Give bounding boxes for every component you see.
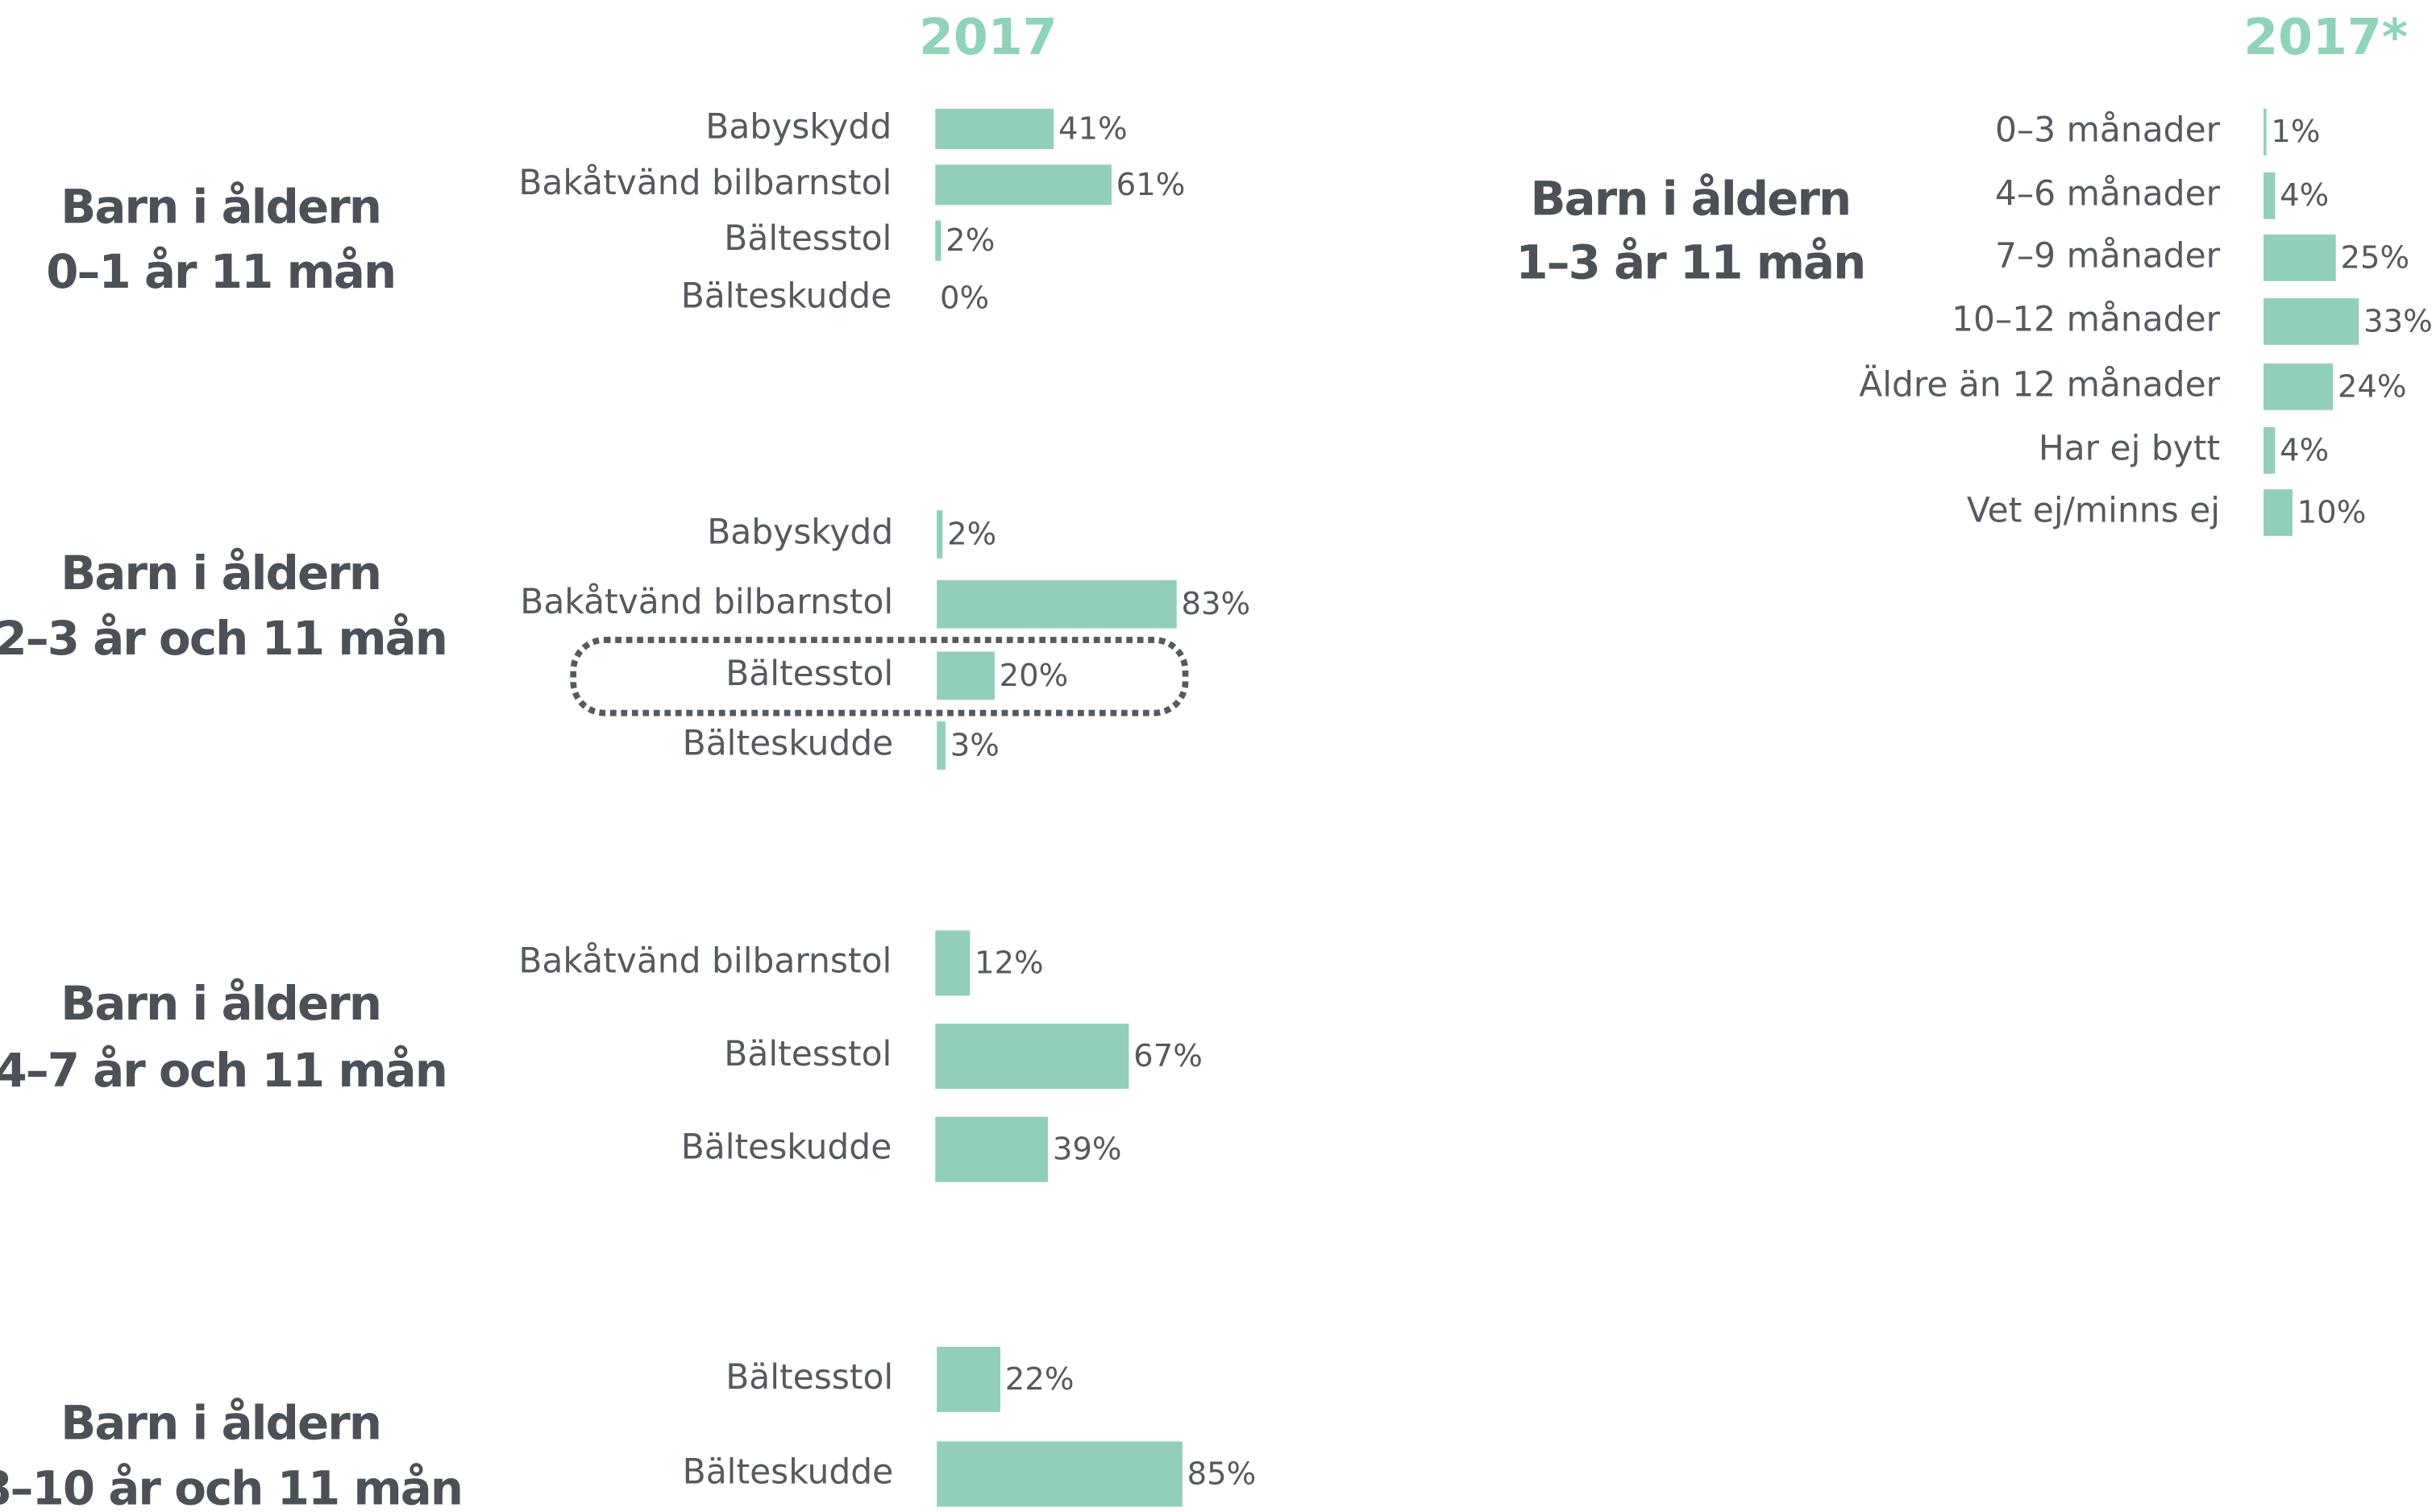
category-label: Vet ej/minns ej bbox=[1967, 490, 2220, 530]
value-label: 20% bbox=[1000, 658, 1069, 694]
value-label: 22% bbox=[1005, 1361, 1075, 1398]
column-header: 2017* bbox=[2243, 8, 2408, 66]
bar bbox=[937, 510, 943, 559]
category-label: Babyskydd bbox=[707, 512, 893, 551]
value-label: 4% bbox=[2280, 177, 2329, 214]
value-label: 25% bbox=[2340, 239, 2409, 276]
column-header: 2017 bbox=[919, 8, 1058, 66]
group-title: 0–1 år 11 mån bbox=[46, 244, 395, 299]
value-label: 39% bbox=[1053, 1132, 1122, 1168]
bar bbox=[935, 930, 971, 996]
value-label: 4% bbox=[2280, 432, 2329, 468]
value-label: 3% bbox=[950, 728, 1000, 764]
category-label: 4–6 månader bbox=[1995, 173, 2221, 213]
value-label: 83% bbox=[1181, 586, 1250, 622]
category-label: Bälteskudde bbox=[681, 1128, 892, 1167]
group-title: 4–7 år och 11 mån bbox=[0, 1043, 447, 1098]
value-label: 2% bbox=[946, 222, 995, 259]
bar bbox=[935, 108, 1054, 150]
value-label: 67% bbox=[1133, 1038, 1203, 1074]
value-label: 85% bbox=[1187, 1456, 1257, 1492]
group-title: 8–10 år och 11 mån bbox=[0, 1460, 462, 1512]
value-label: 0% bbox=[940, 280, 989, 316]
group-title: Barn i åldern bbox=[60, 1395, 380, 1450]
bar bbox=[937, 1441, 1183, 1507]
category-label: Bakåtvänd bilbarnstol bbox=[520, 582, 893, 621]
value-label: 33% bbox=[2363, 303, 2433, 339]
value-label: 61% bbox=[1116, 167, 1186, 203]
value-label: 1% bbox=[2271, 114, 2320, 150]
bar bbox=[2263, 426, 2276, 474]
bar bbox=[2263, 235, 2336, 281]
bar bbox=[2263, 489, 2293, 536]
group-title: 2–3 år och 11 mån bbox=[0, 611, 447, 666]
group-title: 1–3 år 11 mån bbox=[1515, 235, 1864, 290]
bar bbox=[937, 651, 995, 700]
bar bbox=[2263, 298, 2359, 345]
value-label: 2% bbox=[947, 516, 996, 552]
bar bbox=[2263, 108, 2267, 156]
bar bbox=[935, 1116, 1049, 1182]
category-label: Bälteskudde bbox=[683, 724, 894, 763]
category-label: 7–9 månader bbox=[1995, 235, 2221, 275]
category-label: Babyskydd bbox=[705, 106, 892, 146]
bar bbox=[935, 220, 942, 261]
group-title: Barn i åldern bbox=[60, 179, 380, 234]
bar bbox=[937, 721, 946, 770]
group-title: Barn i åldern bbox=[60, 976, 380, 1031]
value-label: 41% bbox=[1058, 110, 1128, 147]
group-title: Barn i åldern bbox=[1531, 172, 1851, 226]
category-label: Bälteskudde bbox=[681, 276, 892, 316]
category-label: Bakåtvänd bilbarnstol bbox=[518, 941, 892, 980]
bar bbox=[2263, 172, 2276, 219]
category-label: 10–12 månader bbox=[1952, 299, 2221, 339]
category-label: Bälteskudde bbox=[683, 1452, 894, 1491]
bar bbox=[937, 579, 1177, 629]
bar bbox=[935, 1024, 1129, 1090]
bar bbox=[2263, 363, 2334, 410]
category-label: Bältesstol bbox=[724, 218, 892, 258]
category-label: Har ej bytt bbox=[2039, 428, 2220, 467]
highlight-outline bbox=[570, 637, 1189, 717]
value-label: 12% bbox=[975, 945, 1044, 981]
category-label: 0–3 månader bbox=[1995, 110, 2221, 149]
category-label: Bakåtvänd bilbarnstol bbox=[518, 163, 892, 202]
category-label: Bältesstol bbox=[725, 1357, 893, 1397]
value-label: 10% bbox=[2297, 494, 2367, 530]
bar bbox=[935, 164, 1112, 206]
category-label: Bältesstol bbox=[724, 1034, 892, 1074]
group-title: Barn i åldern bbox=[60, 546, 380, 600]
category-label: Äldre än 12 månader bbox=[1859, 364, 2220, 404]
bar bbox=[937, 1346, 1001, 1412]
value-label: 24% bbox=[2338, 368, 2407, 405]
category-label: Bältesstol bbox=[725, 654, 893, 693]
